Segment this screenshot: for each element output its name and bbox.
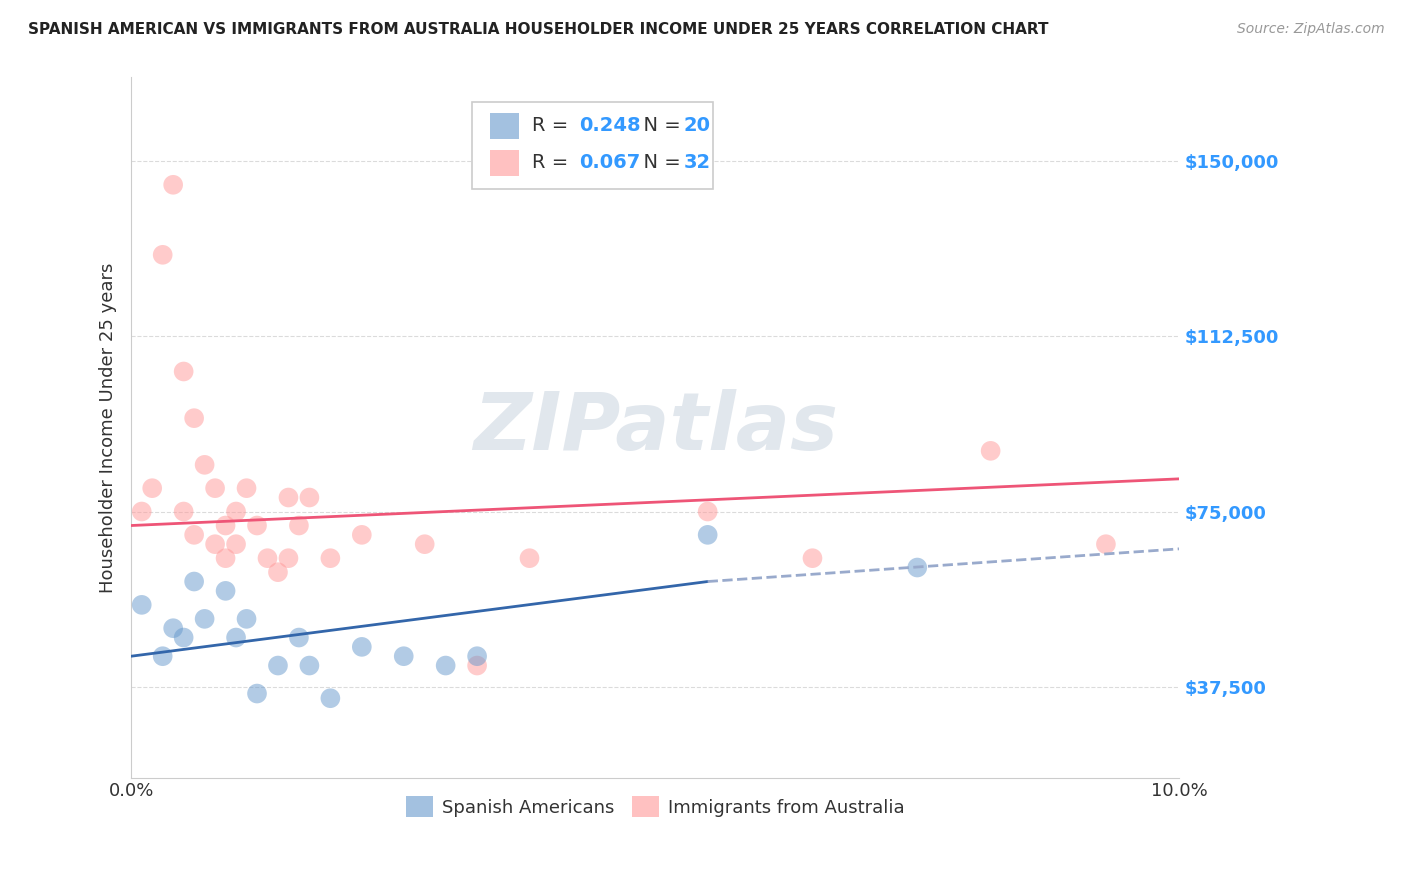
Text: 20: 20 bbox=[683, 117, 710, 136]
Point bbox=[980, 443, 1002, 458]
Point bbox=[225, 631, 247, 645]
Point bbox=[288, 518, 311, 533]
Point bbox=[246, 518, 269, 533]
Point bbox=[905, 560, 928, 574]
Point bbox=[194, 458, 217, 472]
Point bbox=[1095, 537, 1118, 551]
Point bbox=[392, 649, 415, 664]
Text: 32: 32 bbox=[683, 153, 710, 172]
Point bbox=[350, 528, 373, 542]
Point bbox=[173, 364, 195, 378]
Text: ZIPatlas: ZIPatlas bbox=[472, 389, 838, 467]
Point bbox=[298, 658, 321, 673]
Point bbox=[225, 504, 247, 518]
Point bbox=[194, 612, 217, 626]
Point bbox=[141, 481, 163, 495]
Point bbox=[298, 491, 321, 505]
Text: 0.067: 0.067 bbox=[579, 153, 640, 172]
Point bbox=[173, 504, 195, 518]
Point bbox=[465, 649, 488, 664]
Point bbox=[131, 504, 153, 518]
Point bbox=[235, 612, 257, 626]
Point bbox=[696, 528, 718, 542]
Point bbox=[434, 658, 457, 673]
Legend: Spanish Americans, Immigrants from Australia: Spanish Americans, Immigrants from Austr… bbox=[398, 789, 912, 824]
Point bbox=[413, 537, 436, 551]
Point bbox=[277, 551, 299, 566]
Point bbox=[214, 583, 236, 598]
Point bbox=[183, 411, 205, 425]
Point bbox=[204, 481, 226, 495]
Text: R =: R = bbox=[531, 153, 574, 172]
Y-axis label: Householder Income Under 25 years: Householder Income Under 25 years bbox=[100, 262, 117, 592]
FancyBboxPatch shape bbox=[472, 102, 713, 189]
Point bbox=[152, 248, 174, 262]
Point bbox=[183, 528, 205, 542]
Point bbox=[246, 687, 269, 701]
Point bbox=[465, 658, 488, 673]
Point bbox=[214, 551, 236, 566]
Point bbox=[214, 518, 236, 533]
Point bbox=[256, 551, 278, 566]
Point bbox=[519, 551, 541, 566]
Point bbox=[162, 621, 184, 635]
Point bbox=[277, 491, 299, 505]
Point bbox=[801, 551, 824, 566]
Point bbox=[696, 504, 718, 518]
Text: N =: N = bbox=[631, 117, 688, 136]
Point bbox=[235, 481, 257, 495]
FancyBboxPatch shape bbox=[489, 112, 519, 139]
FancyBboxPatch shape bbox=[489, 150, 519, 177]
Point bbox=[319, 691, 342, 706]
Text: Source: ZipAtlas.com: Source: ZipAtlas.com bbox=[1237, 22, 1385, 37]
Point bbox=[162, 178, 184, 192]
Text: N =: N = bbox=[631, 153, 688, 172]
Text: 0.248: 0.248 bbox=[579, 117, 640, 136]
Point bbox=[267, 658, 290, 673]
Point bbox=[173, 631, 195, 645]
Point bbox=[267, 565, 290, 579]
Point bbox=[131, 598, 153, 612]
Text: SPANISH AMERICAN VS IMMIGRANTS FROM AUSTRALIA HOUSEHOLDER INCOME UNDER 25 YEARS : SPANISH AMERICAN VS IMMIGRANTS FROM AUST… bbox=[28, 22, 1049, 37]
Point bbox=[183, 574, 205, 589]
Point bbox=[319, 551, 342, 566]
Point bbox=[288, 631, 311, 645]
Point bbox=[204, 537, 226, 551]
Point bbox=[350, 640, 373, 654]
Point bbox=[225, 537, 247, 551]
Point bbox=[152, 649, 174, 664]
Text: R =: R = bbox=[531, 117, 574, 136]
